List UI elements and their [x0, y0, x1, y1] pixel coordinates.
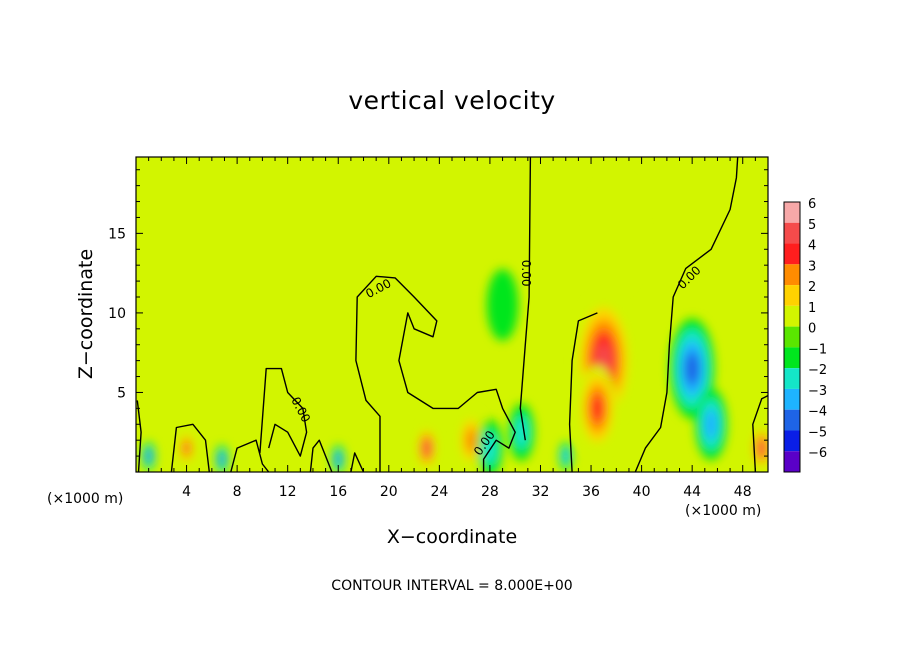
y-tick-label: 5 — [117, 385, 126, 401]
field-anomalies — [142, 176, 768, 472]
colorbar-label: 4 — [808, 239, 816, 254]
colorbar-swatch — [784, 222, 800, 244]
colorbar-swatch — [784, 347, 800, 369]
zero-contour-line — [170, 423, 210, 472]
x-tick-label: 48 — [734, 484, 752, 500]
colorbar-swatch — [784, 409, 800, 431]
zero-contour-line — [259, 367, 308, 457]
colorbar-label: 0 — [808, 322, 816, 337]
x-tick-label: 12 — [279, 484, 297, 500]
zero-contour-line — [355, 275, 516, 472]
colorbar: 6 5 4 3 2 1 0 −1 −2 −3 −4 −5 −6 — [783, 197, 827, 473]
contour-label: 0.00 — [519, 260, 533, 287]
zero-contour-line — [752, 394, 768, 472]
x-tick-label: 44 — [683, 484, 701, 500]
colorbar-swatch — [784, 326, 800, 348]
colorbar-swatch — [784, 264, 800, 286]
zero-contour-line — [350, 452, 365, 472]
field-level--4 — [146, 451, 151, 461]
contour-lines: 0.000.000.00 0.000.00 — [136, 157, 768, 472]
colorbar-label: 6 — [808, 197, 816, 212]
colorbar-swatch — [784, 305, 800, 327]
field-level--4 — [219, 454, 225, 465]
x-axis-unit: (×1000 m) — [685, 503, 762, 519]
field-level--4 — [336, 454, 341, 465]
x-tick-label: 24 — [430, 484, 448, 500]
colorbar-swatch — [784, 451, 800, 472]
x-tick-label: 28 — [481, 484, 499, 500]
zero-contour-line — [230, 439, 270, 472]
colorbar-label: 1 — [808, 301, 816, 316]
colorbar-label: −6 — [808, 446, 827, 461]
field-level-3 — [465, 427, 477, 453]
x-tick-label: 16 — [329, 484, 347, 500]
contour-interval-note: CONTOUR INTERVAL = 8.000E+00 — [331, 578, 573, 594]
colorbar-label: 3 — [808, 259, 816, 274]
colorbar-swatch — [784, 243, 800, 265]
plot-area — [136, 157, 768, 472]
field-level-1 — [591, 176, 642, 291]
colorbar-label: −1 — [808, 342, 827, 357]
colorbar-swatch — [784, 430, 800, 452]
colorbar-label: 5 — [808, 218, 816, 233]
x-tick-label: 40 — [633, 484, 651, 500]
x-tick-label: 4 — [182, 484, 191, 500]
field-background — [136, 157, 768, 472]
x-axis-label: X−coordinate — [386, 526, 518, 548]
colorbar-label: −2 — [808, 363, 827, 378]
field-level-4 — [184, 442, 190, 454]
field-level-5 — [759, 442, 765, 454]
x-tick-label: 20 — [380, 484, 398, 500]
zero-contour-line — [136, 400, 142, 472]
colorbar-label: −3 — [808, 384, 827, 399]
field-level-5 — [424, 442, 430, 454]
y-tick-label: 15 — [108, 226, 126, 242]
colorbar-label: −5 — [808, 425, 827, 440]
colorbar-frame — [783, 201, 801, 473]
field-level--4 — [684, 351, 700, 386]
x-tick-label: 8 — [233, 484, 242, 500]
field-level--3 — [563, 449, 569, 463]
field-level-4 — [591, 394, 604, 423]
colorbar-swatch — [784, 202, 800, 223]
zero-contour-line — [519, 157, 532, 441]
colorbar-swatch — [784, 388, 800, 410]
zero-contour-line — [309, 439, 333, 472]
field-level--1 — [486, 269, 519, 341]
y-tick-label: 10 — [108, 306, 126, 322]
field-level--2 — [513, 415, 530, 450]
x-tick-label: 36 — [582, 484, 600, 500]
colorbar-swatch — [784, 368, 800, 389]
colorbar-swatch — [784, 285, 800, 306]
colorbar-label: 2 — [808, 280, 816, 295]
x-tick-label: 32 — [532, 484, 550, 500]
y-axis-unit: (×1000 m) — [47, 491, 124, 507]
field-level--3 — [704, 408, 718, 440]
colorbar-label: −4 — [808, 405, 827, 420]
zero-contour-line — [568, 312, 598, 472]
chart-title: vertical velocity — [348, 86, 556, 115]
zero-contour-line — [634, 157, 739, 472]
